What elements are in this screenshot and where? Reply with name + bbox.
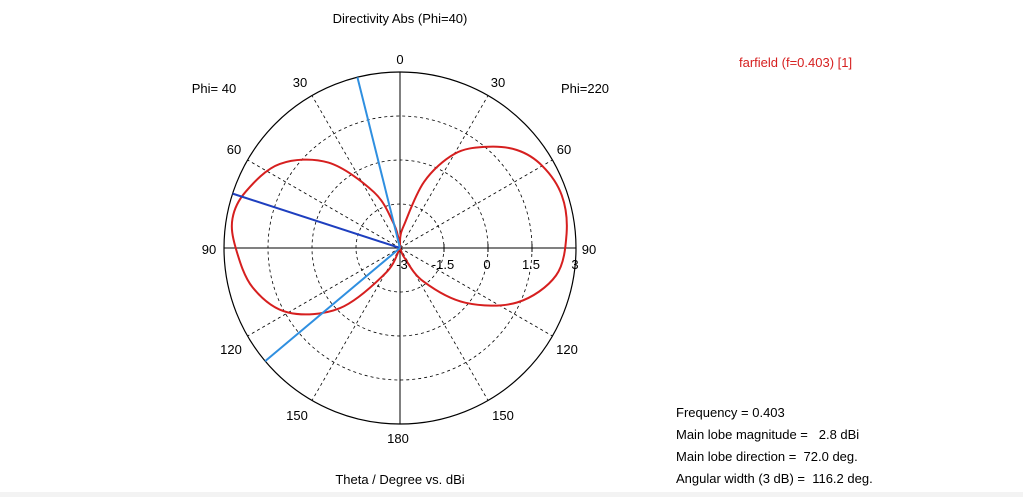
beamwidth-marker xyxy=(264,247,401,362)
info-angular-width: Angular width (3 dB) = 116.2 deg. xyxy=(676,471,873,486)
angle-tick-right-150: 150 xyxy=(492,408,514,423)
angle-tick-left-150: 150 xyxy=(286,408,308,423)
info-main-lobe-direction: Main lobe direction = 72.0 deg. xyxy=(676,449,858,464)
grid-spoke xyxy=(247,247,401,337)
grid-spoke xyxy=(399,159,553,249)
x-axis-label: Theta / Degree vs. dBi xyxy=(335,472,464,487)
legend-entry: farfield (f=0.403) [1] xyxy=(739,55,853,70)
grid-spoke xyxy=(311,247,401,401)
angle-tick-0: 0 xyxy=(396,52,403,67)
radial-tick-label: -3 xyxy=(396,257,408,272)
info-frequency: Frequency = 0.403 xyxy=(676,405,785,420)
angle-tick-right-120: 120 xyxy=(556,342,578,357)
series-curve xyxy=(230,145,568,316)
grid-spoke xyxy=(399,247,553,337)
main-lobe-marker xyxy=(232,192,401,249)
curve-layer xyxy=(230,145,568,316)
angle-tick-left-120: 120 xyxy=(220,342,242,357)
grid-spoke xyxy=(247,159,401,249)
angle-tick-180: 180 xyxy=(387,431,409,446)
info-panel: Frequency = 0.403 Main lobe magnitude = … xyxy=(676,402,873,490)
marker-layer xyxy=(232,76,401,362)
radial-tick-label: 0 xyxy=(483,257,490,272)
angle-tick-left-90: 90 xyxy=(202,242,216,257)
chart-title: Directivity Abs (Phi=40) xyxy=(333,11,468,26)
left-half-label: Phi= 40 xyxy=(192,81,236,96)
grid-spoke xyxy=(399,95,489,249)
bottom-strip xyxy=(0,492,1023,497)
grid-spoke xyxy=(311,95,401,249)
grid-spoke xyxy=(399,247,489,401)
angle-tick-right-30: 30 xyxy=(491,75,505,90)
right-half-label: Phi=220 xyxy=(561,81,609,96)
angle-tick-right-60: 60 xyxy=(557,142,571,157)
angle-tick-left-60: 60 xyxy=(227,142,241,157)
radial-tick-label: 3 xyxy=(571,257,578,272)
angle-tick-left-30: 30 xyxy=(293,75,307,90)
beamwidth-marker xyxy=(356,76,401,249)
radial-tick-label: 1.5 xyxy=(522,257,540,272)
angle-tick-right-90: 90 xyxy=(582,242,596,257)
info-main-lobe-magnitude: Main lobe magnitude = 2.8 dBi xyxy=(676,427,860,442)
radial-tick-label: -1.5 xyxy=(432,257,454,272)
